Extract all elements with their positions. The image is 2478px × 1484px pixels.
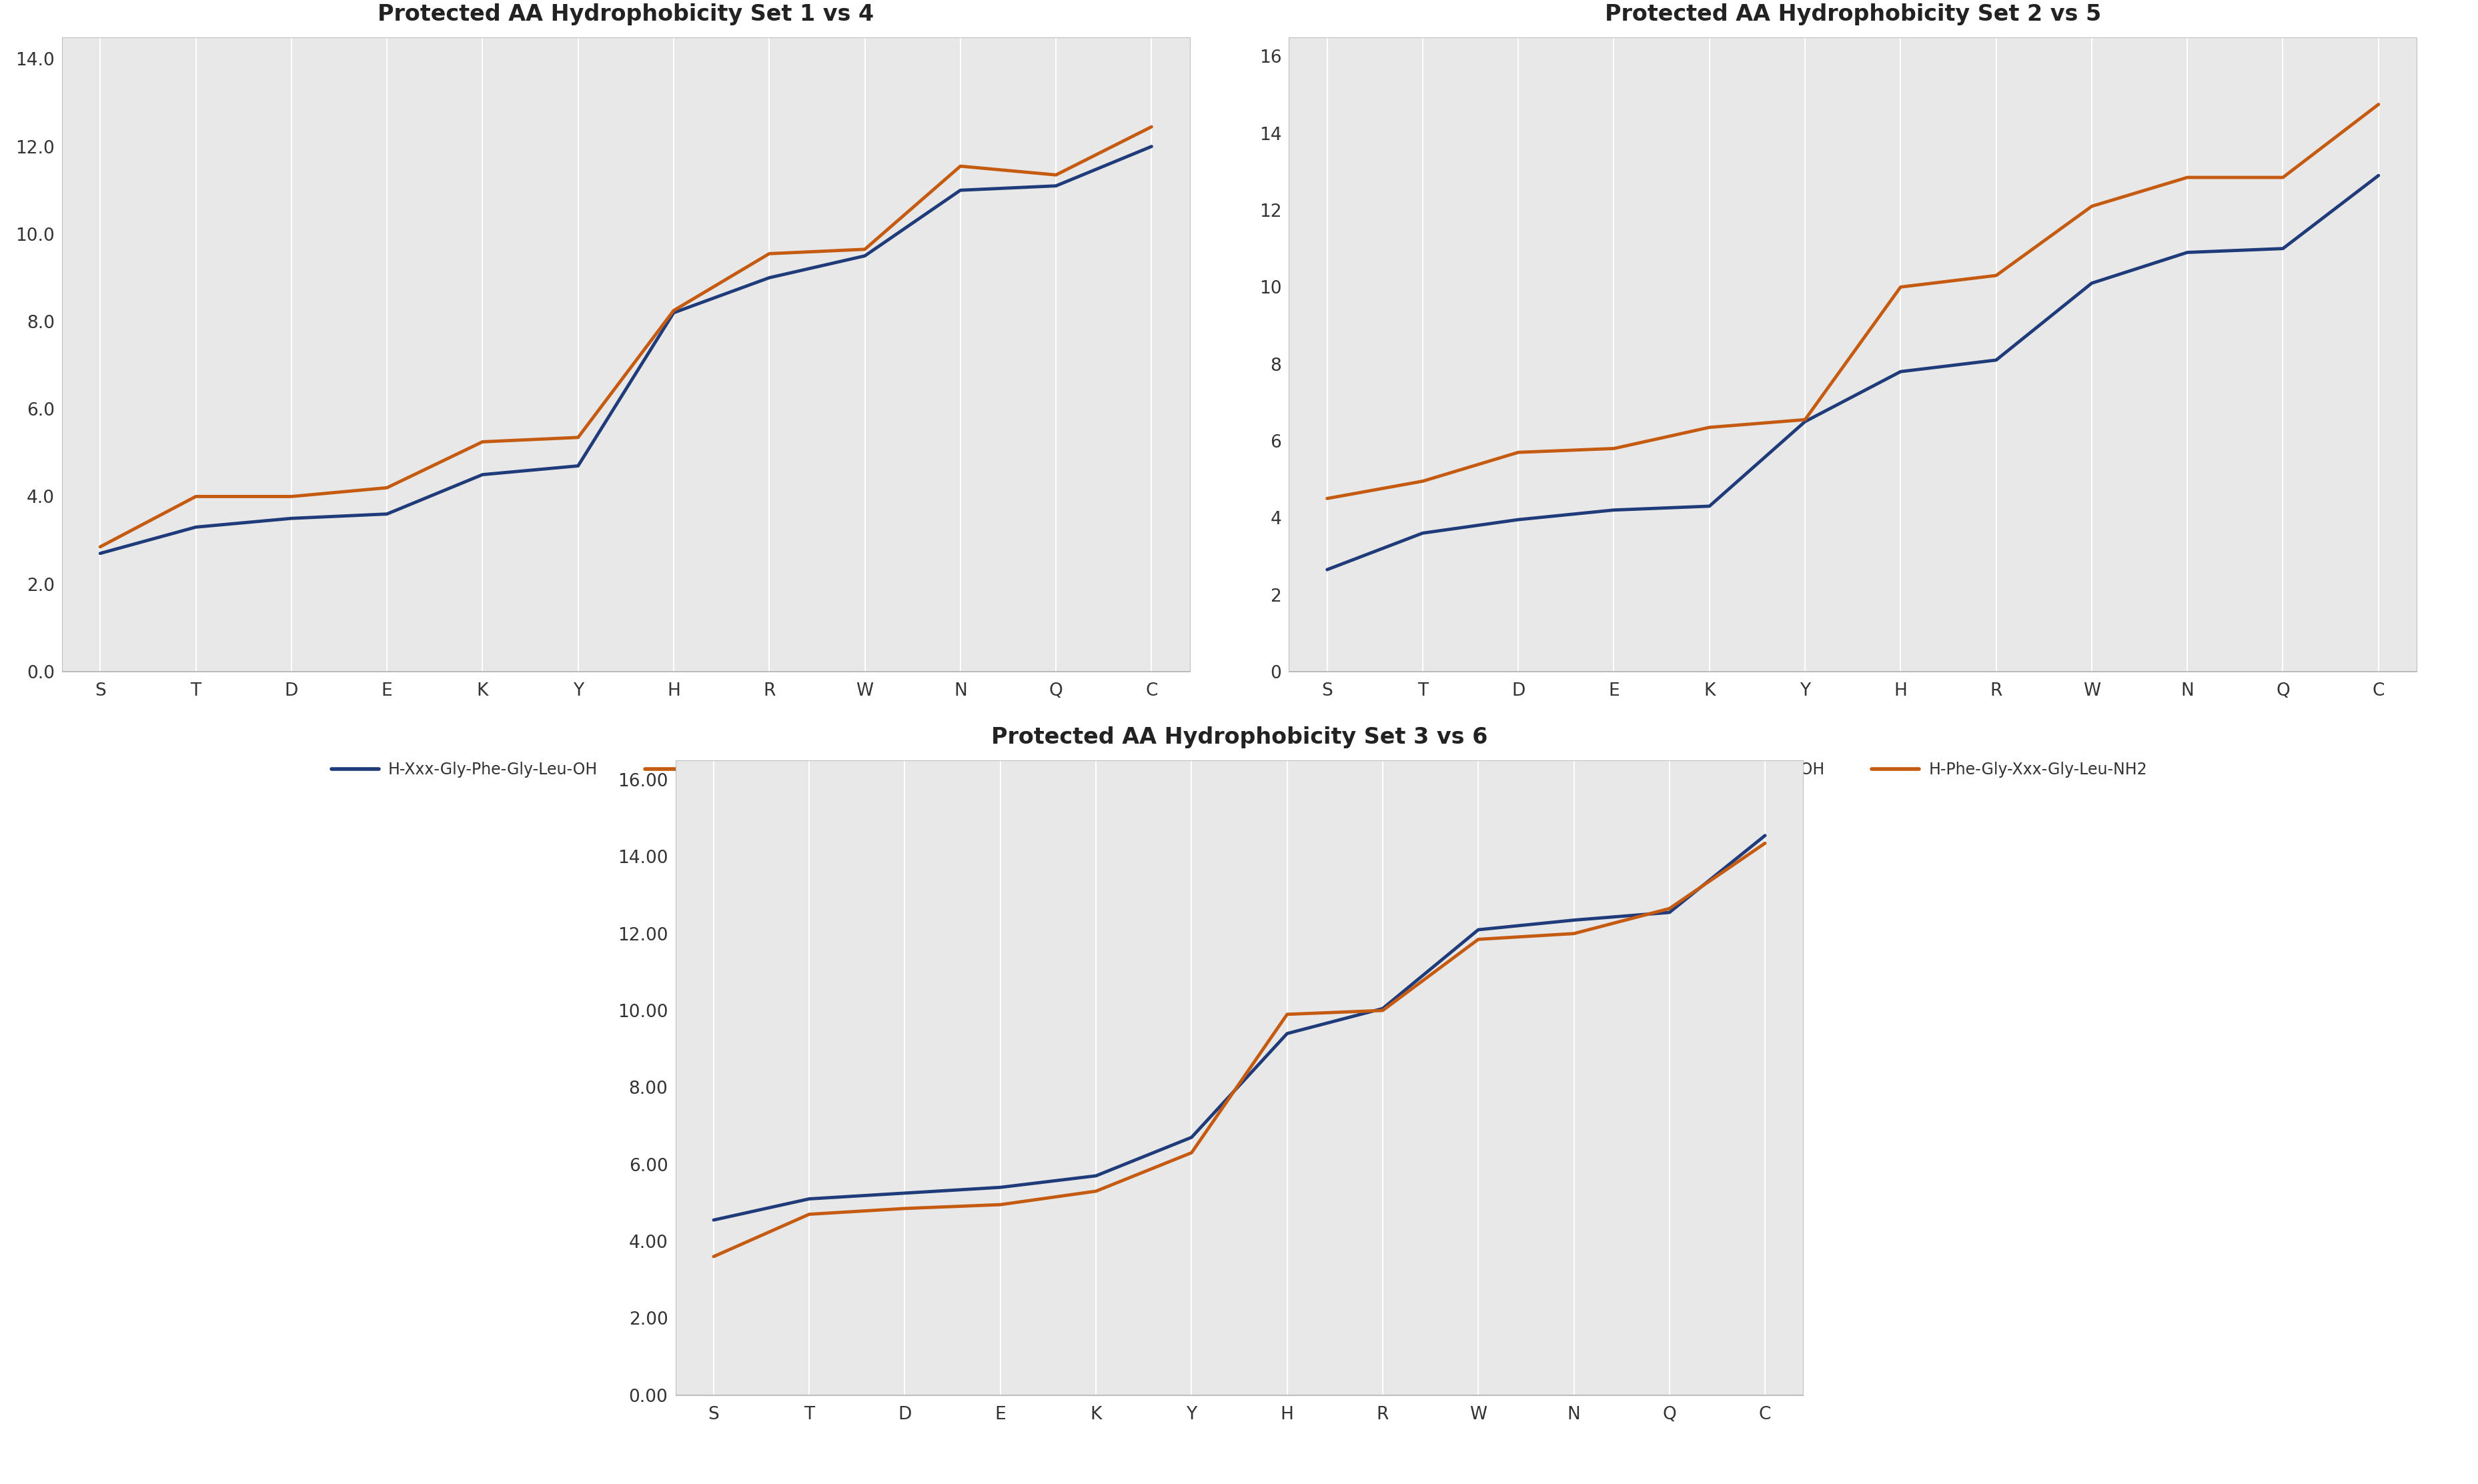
H-Xxx-Gly-Phe-Gly-Leu-OH (1137, 138, 1167, 156)
H-Phe-Gly-Xxx-Gly-Leu-OH (1789, 413, 1819, 430)
H-Phe-Gly-Xxx-Gly-Leu-NH2 (1695, 418, 1725, 436)
H-Xxx-Gly-Phe-Gly-Leu-OH (944, 181, 974, 199)
H-Phe-Gly-Xxx-Gly-Leu-NH2 (2267, 169, 2297, 187)
H-Xxx-Gly-Phe-Gly-Leu-NH2 (1041, 166, 1070, 184)
H-Xxx-Gly-Phe-Gly-Leu-OH (563, 457, 592, 475)
H-Leu-Gly-Phe-Gly-Xxx-NH2 (1271, 1006, 1301, 1024)
H-Phe-Gly-Xxx-Gly-Leu-OH (2171, 243, 2200, 261)
H-Leu-Gly-Phe-Gly-Xxx-OH (1368, 1000, 1398, 1018)
H-Phe-Gly-Xxx-Gly-Leu-NH2 (1408, 472, 1437, 490)
H-Leu-Gly-Phe-Gly-Xxx-NH2 (986, 1196, 1016, 1214)
H-Leu-Gly-Phe-Gly-Xxx-OH (699, 1211, 729, 1229)
H-Xxx-Gly-Phe-Gly-Leu-OH (372, 505, 401, 522)
H-Phe-Gly-Xxx-Gly-Leu-OH (1598, 502, 1628, 519)
H-Leu-Gly-Phe-Gly-Xxx-NH2 (699, 1248, 729, 1266)
H-Xxx-Gly-Phe-Gly-Leu-NH2 (278, 488, 307, 506)
H-Xxx-Gly-Phe-Gly-Leu-OH (468, 466, 498, 484)
H-Leu-Gly-Phe-Gly-Xxx-NH2 (1080, 1183, 1110, 1201)
H-Leu-Gly-Phe-Gly-Xxx-OH (1462, 920, 1492, 939)
H-Xxx-Gly-Phe-Gly-Leu-OH (181, 518, 211, 536)
Title: Protected AA Hydrophobicity Set 3 vs 6: Protected AA Hydrophobicity Set 3 vs 6 (991, 727, 1487, 748)
H-Leu-Gly-Phe-Gly-Xxx-NH2 (1368, 1002, 1398, 1020)
H-Xxx-Gly-Phe-Gly-Leu-NH2 (181, 488, 211, 506)
H-Phe-Gly-Xxx-Gly-Leu-OH (1886, 362, 1915, 380)
H-Xxx-Gly-Phe-Gly-Leu-OH (84, 545, 114, 562)
H-Xxx-Gly-Phe-Gly-Leu-NH2 (753, 245, 783, 263)
H-Xxx-Gly-Phe-Gly-Leu-NH2 (468, 433, 498, 451)
H-Phe-Gly-Xxx-Gly-Leu-OH (1504, 510, 1534, 528)
H-Phe-Gly-Xxx-Gly-Leu-NH2 (1789, 411, 1819, 429)
H-Phe-Gly-Xxx-Gly-Leu-NH2 (1980, 267, 2010, 285)
Legend: H-Phe-Gly-Xxx-Gly-Leu-OH, H-Phe-Gly-Xxx-Gly-Leu-NH2: H-Phe-Gly-Xxx-Gly-Leu-OH, H-Phe-Gly-Xxx-… (1559, 761, 2146, 778)
H-Leu-Gly-Phe-Gly-Xxx-OH (1749, 827, 1779, 844)
H-Xxx-Gly-Phe-Gly-Leu-NH2 (944, 157, 974, 175)
H-Xxx-Gly-Phe-Gly-Leu-NH2 (1137, 117, 1167, 135)
H-Xxx-Gly-Phe-Gly-Leu-OH (850, 246, 880, 264)
H-Xxx-Gly-Phe-Gly-Leu-OH (659, 304, 689, 322)
H-Phe-Gly-Xxx-Gly-Leu-OH (2364, 166, 2394, 184)
H-Xxx-Gly-Phe-Gly-Leu-NH2 (850, 240, 880, 258)
H-Phe-Gly-Xxx-Gly-Leu-NH2 (1504, 444, 1534, 462)
H-Phe-Gly-Xxx-Gly-Leu-NH2 (1311, 490, 1341, 508)
H-Leu-Gly-Phe-Gly-Xxx-OH (890, 1184, 919, 1202)
H-Xxx-Gly-Phe-Gly-Leu-NH2 (372, 479, 401, 497)
H-Leu-Gly-Phe-Gly-Xxx-OH (1655, 904, 1685, 922)
H-Leu-Gly-Phe-Gly-Xxx-OH (1559, 911, 1588, 929)
H-Leu-Gly-Phe-Gly-Xxx-NH2 (1559, 925, 1588, 942)
H-Leu-Gly-Phe-Gly-Xxx-OH (1080, 1166, 1110, 1184)
H-Xxx-Gly-Phe-Gly-Leu-NH2 (659, 301, 689, 319)
H-Leu-Gly-Phe-Gly-Xxx-NH2 (793, 1205, 823, 1223)
H-Phe-Gly-Xxx-Gly-Leu-NH2 (2077, 197, 2106, 215)
H-Leu-Gly-Phe-Gly-Xxx-NH2 (1749, 834, 1779, 852)
H-Phe-Gly-Xxx-Gly-Leu-NH2 (1886, 278, 1915, 295)
H-Leu-Gly-Phe-Gly-Xxx-NH2 (1462, 930, 1492, 948)
Line: H-Phe-Gly-Xxx-Gly-Leu-NH2: H-Phe-Gly-Xxx-Gly-Leu-NH2 (1326, 104, 2379, 499)
H-Xxx-Gly-Phe-Gly-Leu-NH2 (84, 537, 114, 555)
H-Leu-Gly-Phe-Gly-Xxx-OH (1177, 1128, 1207, 1146)
H-Phe-Gly-Xxx-Gly-Leu-OH (1408, 524, 1437, 542)
Title: Protected AA Hydrophobicity Set 1 vs 4: Protected AA Hydrophobicity Set 1 vs 4 (377, 3, 875, 25)
H-Phe-Gly-Xxx-Gly-Leu-OH (1311, 561, 1341, 579)
H-Xxx-Gly-Phe-Gly-Leu-OH (753, 269, 783, 286)
H-Phe-Gly-Xxx-Gly-Leu-OH (2267, 239, 2297, 258)
H-Leu-Gly-Phe-Gly-Xxx-OH (986, 1178, 1016, 1196)
H-Leu-Gly-Phe-Gly-Xxx-NH2 (1177, 1144, 1207, 1162)
Title: Protected AA Hydrophobicity Set 2 vs 5: Protected AA Hydrophobicity Set 2 vs 5 (1603, 3, 2101, 25)
H-Leu-Gly-Phe-Gly-Xxx-OH (793, 1190, 823, 1208)
Line: H-Leu-Gly-Phe-Gly-Xxx-NH2: H-Leu-Gly-Phe-Gly-Xxx-NH2 (714, 843, 1764, 1257)
H-Phe-Gly-Xxx-Gly-Leu-NH2 (2364, 95, 2394, 113)
H-Phe-Gly-Xxx-Gly-Leu-OH (2077, 275, 2106, 292)
Legend: H-Xxx-Gly-Phe-Gly-Leu-OH, H-Xxx-Gly-Phe-Gly-Leu-NH2: H-Xxx-Gly-Phe-Gly-Leu-OH, H-Xxx-Gly-Phe-… (332, 761, 919, 778)
Line: H-Phe-Gly-Xxx-Gly-Leu-OH: H-Phe-Gly-Xxx-Gly-Leu-OH (1326, 175, 2379, 570)
H-Leu-Gly-Phe-Gly-Xxx-NH2 (1655, 899, 1685, 917)
Line: H-Xxx-Gly-Phe-Gly-Leu-NH2: H-Xxx-Gly-Phe-Gly-Leu-NH2 (99, 126, 1152, 546)
H-Phe-Gly-Xxx-Gly-Leu-OH (1695, 497, 1725, 515)
H-Phe-Gly-Xxx-Gly-Leu-NH2 (1598, 439, 1628, 457)
Line: H-Leu-Gly-Phe-Gly-Xxx-OH: H-Leu-Gly-Phe-Gly-Xxx-OH (714, 835, 1764, 1220)
H-Phe-Gly-Xxx-Gly-Leu-NH2 (2171, 169, 2200, 187)
H-Xxx-Gly-Phe-Gly-Leu-OH (278, 509, 307, 527)
H-Xxx-Gly-Phe-Gly-Leu-NH2 (563, 429, 592, 447)
Line: H-Xxx-Gly-Phe-Gly-Leu-OH: H-Xxx-Gly-Phe-Gly-Leu-OH (99, 147, 1152, 554)
H-Xxx-Gly-Phe-Gly-Leu-OH (1041, 177, 1070, 194)
H-Phe-Gly-Xxx-Gly-Leu-OH (1980, 352, 2010, 370)
H-Leu-Gly-Phe-Gly-Xxx-OH (1271, 1024, 1301, 1042)
H-Leu-Gly-Phe-Gly-Xxx-NH2 (890, 1199, 919, 1217)
